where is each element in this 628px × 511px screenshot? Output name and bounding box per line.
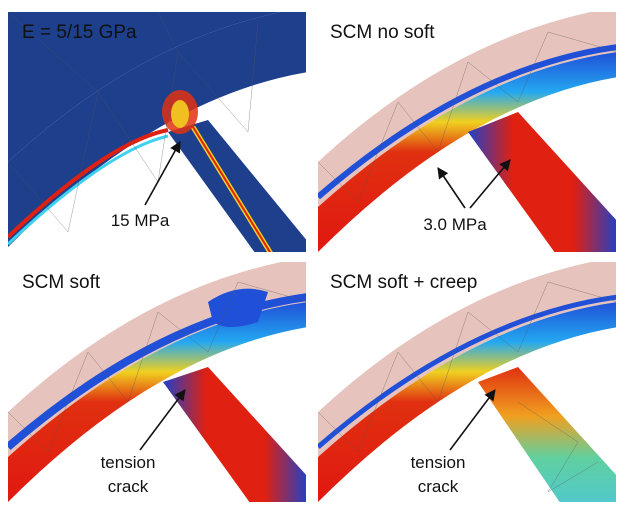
annotation: tension xyxy=(411,453,466,472)
panel-title: SCM soft + creep xyxy=(330,272,477,293)
strut xyxy=(168,120,308,257)
figure: E = 5/15 GPa SCM no soft SCM soft SCM so… xyxy=(0,0,628,506)
annotation: crack xyxy=(108,477,149,496)
arrow xyxy=(140,390,185,450)
panel-title: E = 5/15 GPa xyxy=(22,22,137,43)
arrow xyxy=(470,160,510,208)
annotation: 3.0 MPa xyxy=(423,215,487,234)
annotation: tension xyxy=(101,453,156,472)
annotation: 15 MPa xyxy=(111,211,170,230)
annotation: crack xyxy=(418,477,459,496)
panel xyxy=(8,257,308,506)
page: E = 5/15 GPa SCM no soft SCM soft SCM so… xyxy=(0,0,628,506)
panel-title: SCM no soft xyxy=(330,22,435,43)
arrow xyxy=(438,168,465,208)
arrow xyxy=(450,390,495,450)
panel-title: SCM soft xyxy=(22,272,101,293)
panel xyxy=(318,257,618,506)
